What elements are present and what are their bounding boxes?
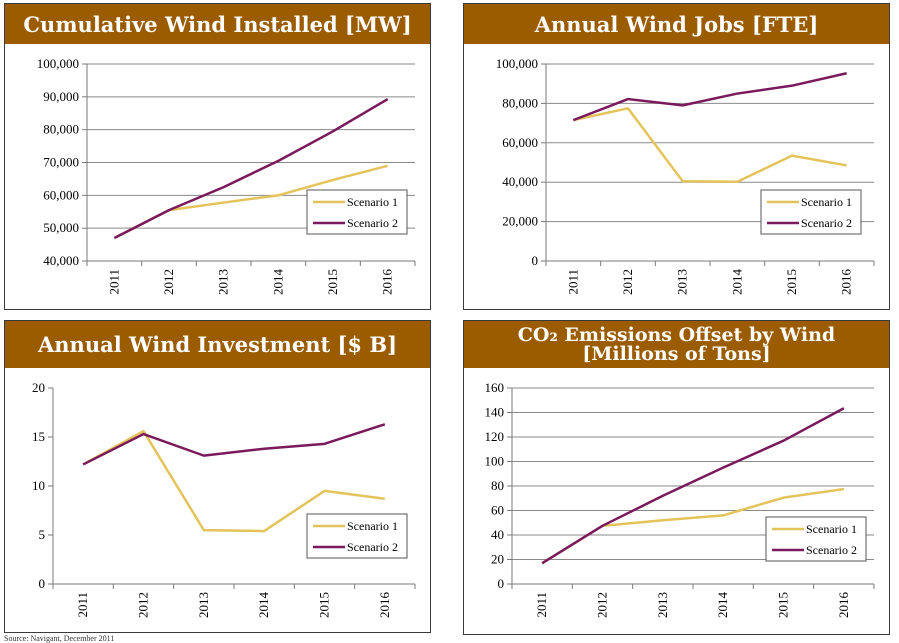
legend-label-scenario-2: Scenario 2 (806, 543, 857, 557)
chart-panel-annual-investment: Annual Wind Investment [$ B] 0 5 10 15 20 201… (4, 320, 431, 633)
x-tick-label: 2016 (377, 592, 392, 619)
legend (760, 189, 862, 235)
x-tick-label: 2013 (196, 592, 211, 618)
y-tick-label: 80 (491, 478, 504, 493)
legend (765, 516, 867, 562)
series-line-scenario-2 (572, 72, 847, 122)
series-line-scenario-2 (82, 423, 386, 466)
y-tick-label: 90,000 (43, 89, 79, 104)
chart-title-text: Annual Wind Investment [$ B] (37, 332, 398, 357)
chart-panel-annual-jobs: Annual Wind Jobs [FTE] 0 20,000 40,000 60,0… (463, 3, 890, 310)
legend-label-scenario-1: Scenario 1 (806, 522, 857, 536)
chart-title-line-1: CO₂ Emissions Offset by Wind (517, 323, 836, 346)
y-tick-label: 10 (32, 478, 45, 493)
series-line-scenario-1 (82, 429, 385, 533)
x-tick-label: 2013 (675, 269, 690, 295)
x-tick-label: 2011 (75, 592, 90, 618)
x-tick-label: 2015 (317, 592, 332, 618)
y-tick-label: 40,000 (43, 253, 79, 268)
series-line-scenario-2 (113, 98, 389, 240)
series-line-scenario-1 (573, 107, 847, 184)
x-tick-label: 2016 (839, 269, 854, 296)
y-tick-label: 40,000 (502, 174, 538, 189)
legend (306, 189, 408, 235)
x-tick-label: 2011 (565, 269, 580, 295)
x-tick-label: 2015 (325, 269, 340, 295)
y-tick-label: 0 (532, 253, 539, 268)
chart-title-text: Annual Wind Jobs [FTE] (534, 11, 819, 37)
source-note: Source: Navigant, December 2011 (4, 634, 115, 643)
chart-title-line-2: [Millions of Tons] (582, 342, 771, 365)
legend-label-scenario-1: Scenario 1 (801, 195, 852, 209)
x-tick-label: 2014 (729, 269, 744, 296)
y-tick-label: 70,000 (43, 155, 79, 170)
x-tick-label: 2012 (136, 592, 151, 618)
chart-co2-offset: 0 20 40 60 80 100 120 140 160 2011 2012 2013 2014 201… (485, 380, 875, 619)
x-tick-label: 2011 (106, 269, 121, 295)
y-tick-label: 20 (32, 380, 45, 395)
x-tick-label: 2014 (270, 269, 285, 296)
chart-annual-jobs: 0 20,000 40,000 60,000 80,000 100,000 2011 2012… (496, 56, 875, 296)
legend-label-scenario-2: Scenario 2 (801, 216, 852, 230)
y-tick-label: 60,000 (502, 135, 538, 150)
x-tick-label: 2012 (620, 269, 635, 295)
y-tick-label: 15 (32, 429, 45, 444)
y-tick-label: 40 (491, 527, 504, 542)
chart-title-annual-jobs: Annual Wind Jobs [FTE] (464, 4, 889, 44)
y-tick-label: 100,000 (37, 56, 79, 71)
y-tick-label: 120 (485, 429, 505, 444)
y-tick-label: 20 (491, 552, 504, 567)
y-tick-label: 5 (39, 527, 46, 542)
x-tick-label: 2013 (655, 592, 670, 618)
y-tick-label: 100 (485, 454, 505, 469)
y-tick-label: 0 (39, 576, 46, 591)
chart-annual-investment: 0 5 10 15 20 2011 2012 2013 2014 2015 2016 Scenario… (32, 380, 416, 619)
chart-title-annual-investment: Annual Wind Investment [$ B] (5, 321, 430, 368)
x-tick-label: 2015 (784, 269, 799, 295)
legend-label-scenario-1: Scenario 1 (347, 195, 398, 209)
x-tick-label: 2012 (595, 592, 610, 618)
legend (306, 513, 408, 559)
y-tick-label: 160 (485, 380, 505, 395)
y-tick-label: 80,000 (43, 122, 79, 137)
y-tick-label: 0 (498, 576, 505, 591)
legend-label-scenario-2: Scenario 2 (347, 540, 398, 554)
x-tick-label: 2013 (216, 269, 231, 295)
chart-panel-co2-offset: CO₂ Emissions Offset by Wind [Millions o… (463, 320, 890, 635)
y-tick-label: 140 (485, 405, 505, 420)
x-tick-label: 2016 (836, 592, 851, 619)
y-tick-label: 50,000 (43, 220, 79, 235)
legend-label-scenario-2: Scenario 2 (347, 216, 398, 230)
chart-title-text: Cumulative Wind Installed [MW] (23, 11, 412, 37)
y-tick-label: 60 (491, 503, 504, 518)
y-tick-label: 20,000 (502, 214, 538, 229)
chart-title-cumulative-installed: Cumulative Wind Installed [MW] (5, 4, 430, 44)
x-tick-label: 2015 (776, 592, 791, 618)
y-tick-label: 60,000 (43, 187, 79, 202)
y-tick-label: 80,000 (502, 95, 538, 110)
series-line-scenario-2 (541, 407, 845, 565)
x-tick-label: 2014 (256, 592, 271, 619)
x-tick-label: 2016 (380, 269, 395, 296)
y-tick-label: 100,000 (496, 56, 538, 71)
x-tick-label: 2012 (161, 269, 176, 295)
x-tick-label: 2011 (534, 592, 549, 618)
x-tick-label: 2014 (715, 592, 730, 619)
chart-cumulative-installed: 40,000 50,000 60,000 70,000 80,000 90,000 100,… (37, 56, 416, 296)
legend-label-scenario-1: Scenario 1 (347, 519, 398, 533)
chart-title-co2-offset: CO₂ Emissions Offset by Wind [Millions o… (464, 321, 889, 368)
chart-panel-cumulative-installed: Cumulative Wind Installed [MW] 40,000 50,… (4, 3, 431, 310)
